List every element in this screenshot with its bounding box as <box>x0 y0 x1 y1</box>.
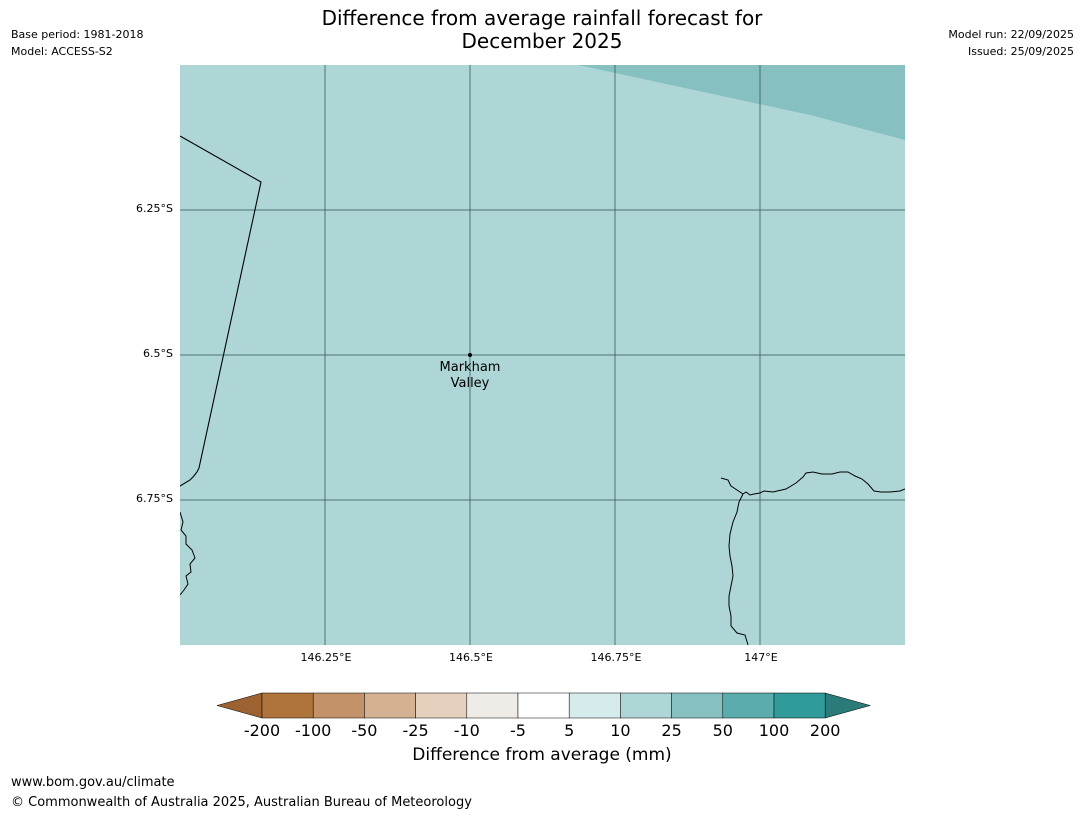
coastline-huon-gulf <box>720 471 905 496</box>
lat-label-6-5: 6.5°S <box>143 347 173 360</box>
colorbar-swatch-9 <box>722 692 775 719</box>
colorbar-swatch-2 <box>364 692 416 719</box>
markham-valley-marker <box>468 353 472 357</box>
colorbar <box>216 692 872 719</box>
place-label-line-2: Valley <box>450 376 490 391</box>
base-period-text: Base period: 1981-2018 <box>11 28 144 41</box>
lon-label-146-5: 146.5°E <box>449 651 493 664</box>
issued-text: Issued: 25/09/2025 <box>967 45 1074 58</box>
colorbar-swatch-4 <box>466 692 519 719</box>
colorbar-swatch-8 <box>671 692 724 719</box>
colorbar-tick-label: 200 <box>809 721 841 740</box>
province-boundary <box>180 135 262 487</box>
colorbar-tick-label: 50 <box>712 721 733 740</box>
coastline-west <box>180 511 196 596</box>
page-title: Difference from average rainfall forecas… <box>292 7 792 53</box>
colorbar-tick-label: 10 <box>610 721 631 740</box>
metadata-right: Model run: 22/09/2025 Issued: 25/09/2025 <box>948 26 1074 60</box>
colorbar-extend-high <box>824 692 872 719</box>
title-line-2: December 2025 <box>461 29 623 53</box>
colorbar-swatch-3 <box>415 692 468 719</box>
colorbar-swatch-7 <box>620 692 672 719</box>
colorbar-tick-label: -25 <box>402 721 429 740</box>
place-label-markham-valley: Markham Valley <box>420 360 520 392</box>
colorbar-tick-label: -100 <box>295 721 332 740</box>
colorbar-tick-label: -5 <box>510 721 526 740</box>
title-line-1: Difference from average rainfall forecas… <box>321 6 763 30</box>
colorbar-extend-low <box>216 692 263 719</box>
rainfall-region-10-25 <box>578 65 905 140</box>
colorbar-swatch-5 <box>517 692 570 719</box>
colorbar-tick-label: 25 <box>661 721 682 740</box>
colorbar-tick-label: 5 <box>564 721 575 740</box>
colorbar-title: Difference from average (mm) <box>412 745 672 765</box>
colorbar-tick-label: -200 <box>243 721 281 740</box>
lat-label-6-75: 6.75°S <box>136 492 173 505</box>
map-area <box>180 65 905 645</box>
colorbar-swatch-10 <box>773 692 826 719</box>
lon-label-146-75: 146.75°E <box>590 651 642 664</box>
colorbar-tick-label: -50 <box>351 721 378 740</box>
colorbar-swatch-6 <box>568 692 621 719</box>
colorbar-tick-label: 100 <box>758 721 790 740</box>
lon-label-146-25: 146.25°E <box>300 651 352 664</box>
metadata-left: Base period: 1981-2018 Model: ACCESS-S2 <box>11 26 143 60</box>
coastline-markham-river <box>728 493 749 645</box>
lon-label-147: 147°E <box>744 651 778 664</box>
colorbar-tick-label: -10 <box>453 721 480 740</box>
colorbar-swatch-0 <box>261 692 314 719</box>
footer-copyright: © Commonwealth of Australia 2025, Austra… <box>11 795 472 810</box>
place-label-line-1: Markham <box>439 360 501 375</box>
footer-url: www.bom.gov.au/climate <box>11 775 175 790</box>
model-text: Model: ACCESS-S2 <box>11 45 113 58</box>
model-run-text: Model run: 22/09/2025 <box>948 28 1074 41</box>
lat-label-6-25: 6.25°S <box>136 202 173 215</box>
colorbar-swatch-1 <box>312 692 365 719</box>
